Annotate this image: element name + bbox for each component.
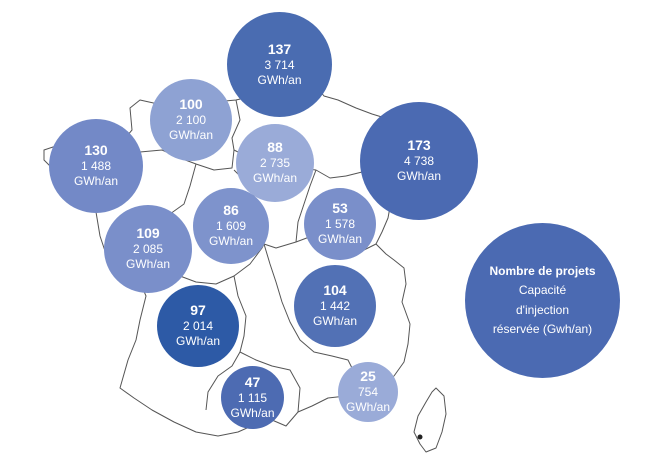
region-bubble-2: 100 2 100 GWh/an [150,79,232,161]
capacity-unit: GWh/an [125,257,170,272]
capacity-value: 4 738 [403,154,435,169]
capacity-value: 1 578 [324,217,356,232]
region-bubble-4: 88 2 735 GWh/an [236,124,314,202]
region-bubble-5: 173 4 738 GWh/an [360,102,478,220]
corsica-outline [413,387,447,453]
capacity-value: 1 115 [237,390,268,405]
region-bubble-10: 97 2 014 GWh/an [157,285,239,367]
capacity-value: 2 735 [259,156,291,171]
project-count: 100 [179,96,203,113]
capacity-value: 754 [357,385,379,400]
capacity-value: 2 085 [132,242,164,257]
region-bubble-8: 109 2 085 GWh/an [104,205,192,293]
capacity-unit: GWh/an [252,171,297,186]
capacity-unit: GWh/an [312,314,357,329]
region-bubble-12: 25 754 GWh/an [338,362,398,422]
region-bubble-11: 47 1 115 GWh/an [221,366,284,429]
project-count: 88 [267,139,283,156]
project-count: 173 [407,137,431,154]
project-count: 130 [84,142,108,159]
region-border-south [239,351,301,413]
capacity-unit: GWh/an [73,174,118,189]
legend-line-1: Capacité [518,283,567,298]
region-bubble-7: 53 1 578 GWh/an [304,188,376,260]
project-count: 25 [360,368,376,385]
capacity-unit: GWh/an [257,72,302,87]
region-border-southeast [263,243,363,393]
capacity-value: 1 488 [80,159,112,174]
capacity-value: 2 014 [182,319,214,334]
capacity-unit: GWh/an [208,234,253,249]
project-count: 137 [267,40,292,57]
region-bubble-3: 130 1 488 GWh/an [49,119,143,213]
capacity-unit: GWh/an [175,334,220,349]
legend-line-3: réservée (Gwh/an) [492,321,593,336]
capacity-unit: GWh/an [345,400,390,415]
capacity-unit: GWh/an [317,232,362,247]
capacity-unit: GWh/an [230,405,275,420]
project-count: 97 [190,302,206,319]
capacity-unit: GWh/an [168,128,213,143]
capacity-value: 3 714 [264,57,295,72]
capacity-unit: GWh/an [396,169,441,184]
project-count: 53 [332,200,348,217]
project-count: 86 [223,202,239,219]
region-bubble-9: 104 1 442 GWh/an [294,265,376,347]
project-count: 47 [244,373,261,390]
region-bubble-6: 86 1 609 GWh/an [193,188,269,264]
capacity-value: 1 442 [319,299,351,314]
legend-line-2: d'injection [516,302,569,317]
corsica-marker-icon [417,434,423,440]
project-count: 109 [136,225,160,242]
capacity-value: 2 100 [175,113,207,128]
project-count: 104 [323,282,347,299]
region-border-center-east [295,169,317,243]
region-bubble-1: 137 3 714 GWh/an [227,12,332,117]
capacity-value: 1 609 [215,219,247,234]
legend-bubble: Nombre de projets Capacité d'injection r… [465,223,620,378]
legend-title: Nombre de projets [489,264,596,279]
